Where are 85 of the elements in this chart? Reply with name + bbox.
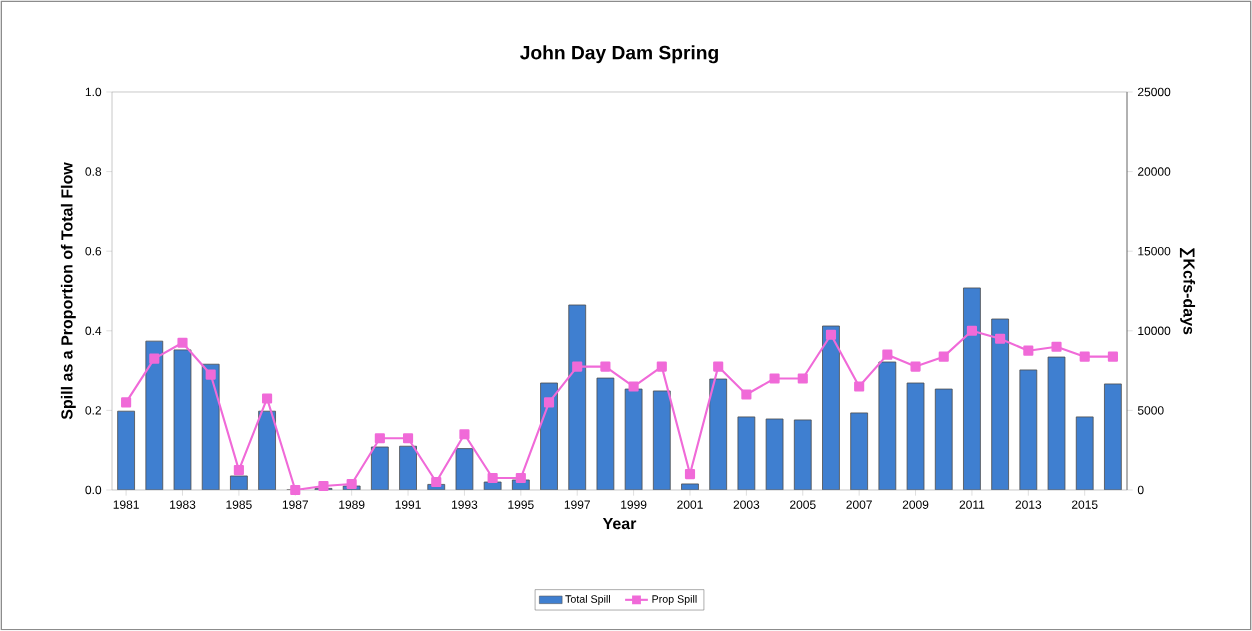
point	[572, 361, 583, 372]
point	[515, 472, 526, 484]
point	[995, 333, 1006, 344]
y2-tick-label: 15000	[1138, 246, 1171, 256]
point	[600, 361, 611, 372]
point	[402, 433, 414, 444]
point	[459, 429, 470, 440]
y-axis-title: Spill as a Proportion of Total Flow	[60, 162, 76, 420]
point	[374, 433, 385, 444]
point	[177, 337, 188, 348]
x-tick-label: 1981	[113, 500, 139, 509]
y2-tick-label: 20000	[1138, 167, 1171, 176]
bar	[709, 379, 727, 490]
point	[346, 478, 357, 490]
bar	[822, 326, 840, 490]
point	[318, 480, 329, 492]
x-tick-label: 1989	[339, 500, 365, 509]
point	[487, 472, 498, 484]
point	[1107, 351, 1118, 362]
x-tick-label: 1991	[395, 500, 421, 509]
x-tick-label: 1985	[226, 500, 252, 509]
point	[882, 349, 893, 360]
point	[121, 397, 132, 408]
point	[684, 468, 696, 480]
point	[825, 329, 837, 340]
point	[854, 381, 865, 392]
point	[628, 381, 639, 392]
y2-tick-label: 10000	[1138, 326, 1171, 336]
x-tick-label: 1983	[170, 500, 196, 509]
bar	[935, 389, 953, 490]
point	[233, 465, 244, 476]
x-tick-label: 2007	[846, 500, 872, 509]
point	[1079, 351, 1090, 362]
x-tick-label: 1993	[452, 500, 478, 509]
point	[713, 361, 724, 372]
point	[769, 373, 780, 384]
x-tick-label: 1999	[621, 500, 647, 509]
point	[205, 369, 216, 380]
point	[938, 351, 949, 362]
x-tick-label: 2015	[1071, 500, 1098, 509]
x-tick-label: 1997	[564, 500, 590, 509]
x-tick-label: 1987	[282, 500, 309, 509]
point	[543, 397, 555, 408]
y-tick-label: 0.0	[85, 485, 102, 495]
bar	[850, 412, 868, 490]
x-tick-label: 2009	[902, 500, 929, 509]
bar	[568, 305, 586, 490]
x-tick-label: 2003	[733, 500, 760, 509]
chart-title: John Day Dam Spring	[520, 45, 718, 64]
y-tick-label: 1.0	[85, 87, 102, 97]
point	[797, 373, 808, 384]
bar	[145, 341, 163, 490]
bar	[963, 287, 981, 490]
y-tick-label: 0.4	[85, 326, 102, 336]
y2-tick-label: 0	[1137, 485, 1144, 495]
point	[966, 325, 978, 336]
point	[656, 361, 667, 372]
y-tick-label: 0.2	[85, 406, 102, 415]
x-tick-label: 2001	[677, 500, 703, 509]
y-tick-label: 0.8	[85, 167, 102, 176]
bar	[794, 419, 812, 490]
bar	[1104, 383, 1122, 490]
point	[431, 476, 442, 488]
bar	[1076, 416, 1094, 490]
y2-tick-label: 5000	[1137, 406, 1164, 415]
y-tick-label: 0.6	[85, 246, 102, 256]
point	[741, 389, 752, 400]
point	[1023, 345, 1034, 356]
x-axis-title: Year	[602, 518, 637, 530]
x-tick-label: 1995	[508, 500, 534, 509]
point	[290, 484, 301, 496]
legend-label: Total Spill	[565, 594, 610, 605]
point	[910, 361, 921, 372]
bar	[991, 319, 1009, 490]
x-tick-label: 2005	[790, 500, 816, 509]
x-tick-label: 2013	[1015, 500, 1042, 509]
x-tick-label: 2011	[959, 500, 985, 509]
y2-axis-title: ∑Kcfs-days	[1179, 248, 1196, 335]
point	[149, 353, 160, 364]
point	[262, 393, 273, 404]
bar	[653, 390, 671, 490]
point	[1051, 341, 1062, 352]
y2-tick-label: 25000	[1138, 87, 1171, 97]
bar	[117, 411, 135, 490]
legend-label: Prop Spill	[652, 594, 697, 605]
